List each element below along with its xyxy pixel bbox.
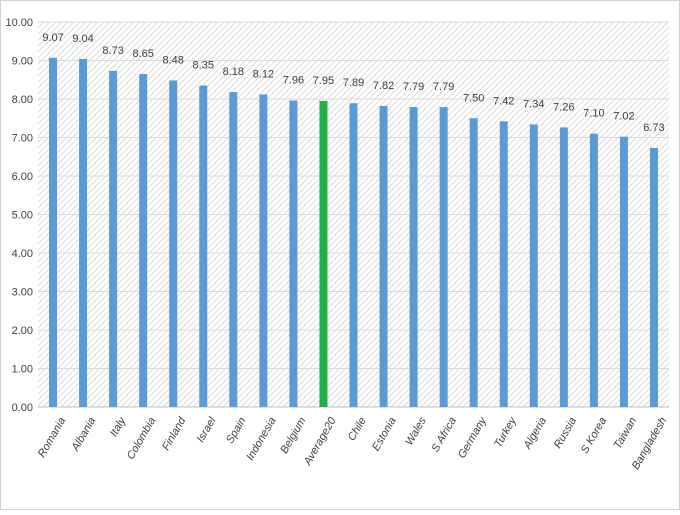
- value-label: 7.34: [523, 98, 544, 110]
- bar-israel: [199, 85, 208, 408]
- bar-spain: [229, 92, 238, 407]
- bar-italy: [109, 70, 118, 408]
- y-tick-label: 10.00: [5, 17, 33, 29]
- y-tick-label: 6.00: [12, 171, 33, 183]
- value-label: 7.10: [583, 108, 604, 120]
- bar-bangladesh: [649, 147, 658, 407]
- value-label: 7.96: [283, 75, 304, 87]
- bar-s-africa: [439, 107, 448, 408]
- value-label: 8.73: [102, 45, 123, 57]
- bar-belgium: [289, 100, 298, 407]
- y-tick-label: 7.00: [12, 133, 33, 145]
- y-tick-label: 3.00: [12, 287, 33, 299]
- value-label: 8.65: [132, 48, 153, 60]
- value-label: 8.12: [253, 68, 274, 80]
- bar-colombia: [139, 73, 148, 407]
- y-tick-label: 4.00: [12, 248, 33, 260]
- value-label: 8.35: [193, 60, 214, 72]
- value-label: 7.89: [343, 77, 364, 89]
- bar-turkey: [499, 121, 508, 407]
- y-tick-label: 5.00: [12, 210, 33, 222]
- bar-average20: [319, 100, 328, 408]
- bar-s-korea: [589, 133, 598, 407]
- data-labels: 9.07 9.04 8.73 8.65 8.48 8.35 8.18 8.12 7.96 7.95…: [42, 32, 664, 134]
- bar-finland: [169, 80, 178, 408]
- bar-romania: [49, 57, 58, 408]
- value-label: 8.18: [223, 66, 244, 78]
- bar-wales: [409, 107, 418, 408]
- y-tick-label: 9.00: [12, 56, 33, 68]
- bar-russia: [559, 127, 568, 408]
- value-label: 7.42: [493, 95, 514, 107]
- y-tick-label: 2.00: [12, 325, 33, 337]
- value-label: 7.50: [463, 92, 484, 104]
- value-label: 6.73: [643, 122, 664, 134]
- y-tick-label: 1.00: [12, 364, 33, 376]
- bar-estonia: [379, 105, 388, 408]
- bar-chile: [349, 103, 358, 408]
- value-label: 7.79: [433, 81, 454, 93]
- bar-algeria: [529, 124, 538, 407]
- bars: [49, 57, 658, 408]
- y-tick-label: 8.00: [12, 94, 33, 106]
- y-tick-label: 0.00: [12, 402, 33, 414]
- value-label: 7.82: [373, 80, 394, 92]
- value-label: 7.02: [613, 111, 634, 123]
- value-label: 7.95: [313, 75, 334, 87]
- value-label: 7.79: [403, 81, 424, 93]
- bar-taiwan: [619, 136, 628, 408]
- value-label: 8.48: [163, 55, 184, 67]
- y-axis: 0.00 1.00 2.00 3.00 4.00 5.00 6.00 7.00 8.00 9.00…: [5, 17, 33, 414]
- bar-germany: [469, 118, 478, 407]
- bar-indonesia: [259, 94, 268, 407]
- value-label: 7.26: [553, 101, 574, 113]
- bar-albania: [79, 58, 88, 408]
- value-label: 9.04: [72, 33, 93, 45]
- value-label: 9.07: [42, 32, 63, 44]
